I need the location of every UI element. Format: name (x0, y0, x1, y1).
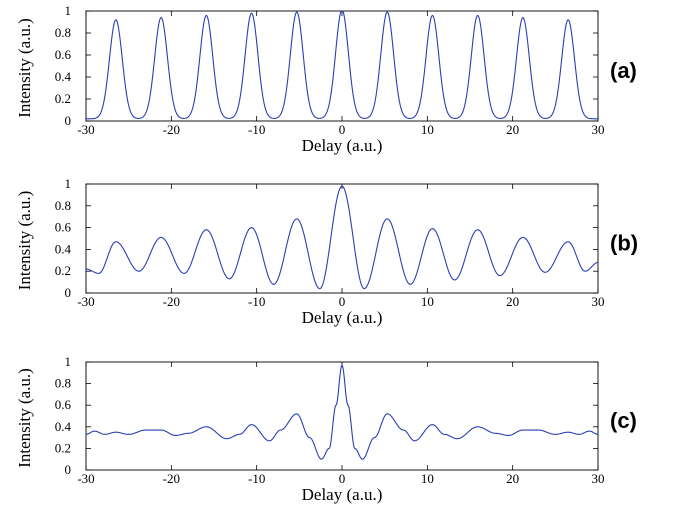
x-tick-label: 20 (506, 294, 519, 309)
axis-ticks: -30 -20 -10 0 10 20 30 0 0.2 0.4 0.6 0.8 1 (55, 3, 605, 137)
x-tick-label: -10 (248, 294, 265, 309)
panel-label-c: (c) (610, 408, 637, 433)
x-tick-label: 10 (421, 471, 434, 486)
x-tick-label: -20 (163, 294, 180, 309)
x-tick-label: -30 (77, 294, 94, 309)
x-tick-label: 20 (506, 471, 519, 486)
x-tick-label: -30 (77, 122, 94, 137)
y-axis-label: Intensity (a.u.) (15, 18, 34, 118)
x-tick-label: 0 (339, 471, 346, 486)
y-tick-label: 0.2 (55, 263, 71, 278)
x-tick-label: 30 (592, 471, 605, 486)
x-tick-label: 0 (339, 122, 346, 137)
panel-b: -30 -20 -10 0 10 20 30 0 0.2 0.4 0.6 0.8 1 Delay (a.… (15, 176, 638, 327)
panel-label-b: (b) (610, 231, 638, 256)
x-axis-label: Delay (a.u.) (302, 308, 383, 327)
plot-frame (86, 11, 598, 121)
y-axis-label: Intensity (a.u.) (15, 368, 34, 468)
y-tick-label: 0.4 (55, 69, 72, 84)
y-tick-label: 0 (65, 285, 72, 300)
y-tick-label: 1 (65, 176, 72, 191)
y-tick-label: 0.4 (55, 419, 72, 434)
y-tick-label: 0 (65, 113, 72, 128)
x-axis-label: Delay (a.u.) (302, 136, 383, 155)
y-tick-label: 0.4 (55, 241, 72, 256)
axis-ticks: -30 -20 -10 0 10 20 30 0 0.2 0.4 0.6 0.8 1 (55, 176, 605, 309)
y-tick-label: 0.2 (55, 440, 71, 455)
x-tick-label: 0 (339, 294, 346, 309)
y-tick-label: 0.8 (55, 376, 71, 391)
x-tick-label: -30 (77, 471, 94, 486)
axis-ticks: -30 -20 -10 0 10 20 30 0 0.2 0.4 0.6 0.8 1 (55, 354, 605, 486)
x-tick-label: -20 (163, 471, 180, 486)
x-tick-label: 10 (421, 122, 434, 137)
x-tick-label: 30 (592, 122, 605, 137)
x-tick-label: 10 (421, 294, 434, 309)
panel-a: -30 -20 -10 0 10 20 30 0 0.2 0.4 0.6 0.8 1 Delay (a.… (15, 3, 637, 155)
y-tick-label: 0.8 (55, 25, 71, 40)
x-tick-label: -10 (248, 122, 265, 137)
panel-c: -30 -20 -10 0 10 20 30 0 0.2 0.4 0.6 0.8 1 Delay (a.… (15, 354, 637, 504)
y-axis-label: Intensity (a.u.) (15, 191, 34, 291)
panel-label-a: (a) (610, 58, 637, 83)
intensity-line-a (86, 11, 598, 119)
x-axis-label: Delay (a.u.) (302, 485, 383, 504)
y-tick-label: 0.6 (55, 47, 72, 62)
x-tick-label: 20 (506, 122, 519, 137)
y-tick-label: 1 (65, 354, 72, 369)
y-tick-label: 0.6 (55, 397, 72, 412)
y-tick-label: 1 (65, 3, 72, 18)
y-tick-label: 0.2 (55, 91, 71, 106)
x-tick-label: 30 (592, 294, 605, 309)
intensity-line-b (86, 186, 598, 288)
intensity-line-c (86, 365, 598, 459)
y-tick-label: 0.8 (55, 198, 71, 213)
y-tick-label: 0.6 (55, 220, 72, 235)
x-tick-label: -20 (163, 122, 180, 137)
x-tick-label: -10 (248, 471, 265, 486)
plot-frame (86, 362, 598, 470)
y-tick-label: 0 (65, 462, 72, 477)
